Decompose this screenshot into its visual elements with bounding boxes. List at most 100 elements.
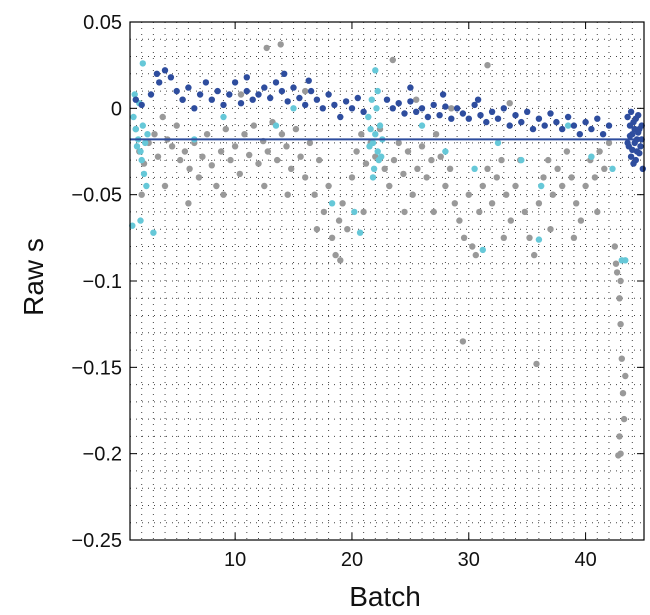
data-point	[337, 113, 344, 121]
data-point	[132, 125, 139, 133]
data-point	[448, 105, 455, 112]
data-point	[302, 87, 309, 95]
data-point	[154, 153, 162, 160]
data-points	[129, 41, 646, 459]
data-point	[476, 208, 483, 216]
data-point	[535, 200, 543, 207]
data-point	[512, 112, 519, 119]
data-point	[540, 174, 547, 181]
data-point	[143, 182, 150, 190]
data-point	[564, 113, 572, 121]
data-point	[367, 125, 374, 133]
data-point	[167, 74, 175, 81]
data-point	[547, 110, 554, 117]
data-point	[255, 160, 262, 167]
data-point	[613, 269, 621, 276]
data-point	[629, 146, 636, 153]
data-point	[272, 122, 280, 129]
data-point	[129, 222, 136, 229]
data-point	[250, 122, 257, 129]
data-point	[161, 67, 169, 74]
data-point	[547, 226, 554, 233]
data-point	[638, 122, 645, 129]
y-tick-label: −0.05	[71, 185, 122, 207]
data-point	[151, 131, 158, 138]
data-point	[290, 105, 297, 112]
data-point	[620, 415, 628, 423]
data-point	[459, 338, 467, 345]
data-point	[407, 98, 414, 105]
data-point	[208, 96, 215, 103]
data-point	[512, 182, 519, 190]
data-point	[220, 191, 227, 198]
data-point	[331, 101, 338, 109]
data-point	[442, 148, 449, 155]
data-point	[413, 96, 420, 103]
data-point	[637, 143, 644, 150]
data-point	[372, 67, 379, 74]
data-point	[214, 87, 221, 95]
data-point	[479, 246, 486, 254]
data-point	[199, 153, 206, 160]
data-point	[296, 94, 303, 102]
data-point	[344, 226, 351, 233]
data-point	[545, 156, 552, 164]
data-point	[401, 110, 408, 117]
data-point	[370, 165, 378, 172]
data-point	[306, 139, 314, 147]
data-point	[274, 156, 281, 164]
data-point	[424, 113, 432, 121]
data-point	[142, 139, 149, 147]
data-point	[404, 148, 412, 155]
data-point	[460, 234, 468, 241]
data-point	[249, 96, 256, 103]
tick-labels: 10 20 30 40 0.05 0 −0.05 −0.1 −0.15 −0.2 −0.25	[71, 12, 596, 571]
data-point	[439, 91, 447, 98]
data-point	[140, 170, 148, 178]
data-point	[191, 105, 198, 112]
data-point	[261, 84, 268, 91]
data-point	[526, 234, 533, 241]
y-tick-label: 0	[111, 98, 122, 120]
data-point	[272, 79, 280, 86]
data-point	[471, 101, 478, 109]
data-point	[383, 96, 391, 103]
data-point	[627, 153, 635, 160]
data-point	[243, 74, 250, 81]
data-point	[630, 160, 637, 167]
data-point	[208, 162, 215, 169]
data-point	[541, 122, 548, 129]
data-point	[307, 87, 315, 95]
data-point	[173, 122, 180, 129]
data-point	[290, 84, 297, 91]
data-point	[506, 100, 513, 107]
data-point	[220, 113, 227, 121]
data-point	[358, 131, 365, 138]
data-point	[448, 115, 455, 122]
data-point	[612, 260, 620, 267]
data-point	[161, 182, 169, 190]
data-point	[389, 56, 396, 64]
data-point	[619, 390, 627, 397]
data-point	[137, 148, 144, 155]
y-tick-label: −0.25	[71, 530, 122, 552]
data-point	[366, 143, 373, 150]
data-point	[305, 77, 312, 84]
data-point	[356, 229, 364, 236]
data-point	[559, 182, 566, 190]
data-point	[627, 108, 635, 116]
data-point	[582, 118, 589, 126]
data-point	[376, 122, 384, 129]
data-point	[227, 156, 234, 164]
data-point	[339, 200, 346, 207]
data-point	[302, 101, 309, 109]
data-point	[428, 156, 435, 164]
data-point	[624, 113, 631, 121]
data-point	[503, 191, 510, 198]
data-point	[432, 131, 440, 138]
data-point	[263, 44, 270, 52]
data-point	[570, 234, 578, 241]
data-point	[159, 113, 166, 121]
data-point	[605, 139, 613, 147]
data-point	[483, 118, 490, 126]
